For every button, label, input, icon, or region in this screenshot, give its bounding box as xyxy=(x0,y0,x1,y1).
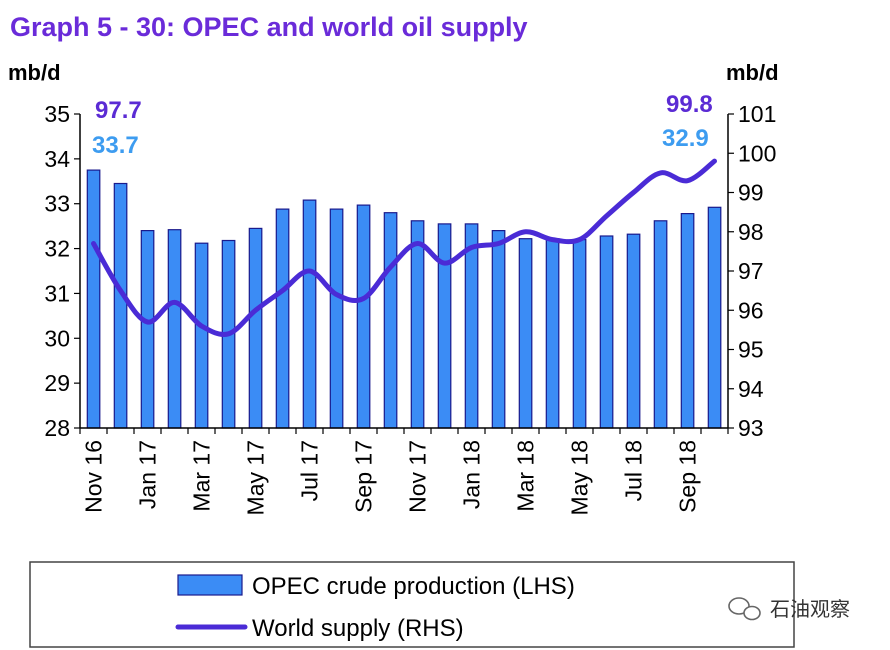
x-tick-label: Jul 17 xyxy=(297,440,323,501)
x-tick-label: Sep 17 xyxy=(351,440,377,513)
annotation-world-start: 97.7 xyxy=(95,97,142,124)
y-left-tick-label: 30 xyxy=(44,325,70,351)
opec-bar xyxy=(545,238,560,429)
y-left-tick-label: 29 xyxy=(44,370,70,396)
y-left-unit: mb/d xyxy=(8,60,61,85)
x-tick-label: Nov 16 xyxy=(81,440,107,513)
y-right-tick-label: 96 xyxy=(738,297,764,323)
opec-bar xyxy=(680,213,695,429)
opec-bar xyxy=(140,230,155,429)
opec-bar xyxy=(518,238,533,429)
legend-box xyxy=(29,561,795,648)
wechat-icon xyxy=(728,597,761,621)
legend-label-world: World supply (RHS) xyxy=(252,615,464,642)
opec-bar xyxy=(167,229,182,429)
x-ticks: Nov 16 Jan 17 Mar 17 May 17 Jul 17 Sep 17 Nov … xyxy=(79,428,729,515)
legend: OPEC crude production (LHS) World supply… xyxy=(29,561,795,648)
opec-bar xyxy=(383,212,398,429)
y-right-tick-label: 93 xyxy=(738,415,764,441)
x-tick-label: Sep 18 xyxy=(675,440,701,513)
opec-bar xyxy=(356,204,371,429)
y-right-ticks: 93 94 95 96 97 98 99 100 101 xyxy=(728,101,776,441)
y-right-tick-label: 95 xyxy=(738,337,764,363)
y-left-tick-label: 31 xyxy=(44,280,70,306)
y-left-tick-label: 33 xyxy=(44,191,70,217)
opec-bar xyxy=(302,199,317,429)
opec-bar xyxy=(572,239,587,429)
watermark-text: 石油观察 xyxy=(770,597,850,621)
y-left-tick-label: 35 xyxy=(44,101,70,127)
annotation-opec-end: 32.9 xyxy=(662,125,709,152)
y-left-ticks: 28 29 30 31 32 33 34 35 xyxy=(44,101,80,441)
opec-bar xyxy=(329,208,344,429)
opec-bar xyxy=(113,182,128,429)
opec-bar xyxy=(86,169,101,429)
world-supply-line xyxy=(91,158,717,337)
x-tick-label: Jul 18 xyxy=(621,440,647,501)
x-tick-label: May 17 xyxy=(243,440,269,515)
y-left-tick-label: 32 xyxy=(44,236,70,262)
opec-bar xyxy=(410,220,425,429)
legend-swatch-opec xyxy=(177,574,243,596)
annotation-opec-start: 33.7 xyxy=(92,132,139,159)
annotation-world-end: 99.8 xyxy=(666,91,713,118)
y-right-tick-label: 99 xyxy=(738,180,764,206)
y-right-tick-label: 94 xyxy=(738,376,764,402)
opec-bar xyxy=(275,208,290,429)
y-left-tick-label: 34 xyxy=(44,146,70,172)
x-tick-label: Mar 17 xyxy=(189,440,215,512)
y-right-tick-label: 101 xyxy=(738,101,776,127)
chart-title: Graph 5 - 30: OPEC and world oil supply xyxy=(10,12,528,42)
opec-bar xyxy=(437,223,452,429)
watermark: 石油观察 xyxy=(728,597,850,621)
y-right-tick-label: 97 xyxy=(738,258,764,284)
y-right-tick-label: 100 xyxy=(738,140,776,166)
x-tick-label: Jan 18 xyxy=(459,440,485,509)
x-tick-label: May 18 xyxy=(567,440,593,515)
opec-bar xyxy=(707,206,722,429)
opec-bar xyxy=(626,233,641,429)
x-tick-label: Jan 17 xyxy=(135,440,161,509)
legend-label-opec: OPEC crude production (LHS) xyxy=(252,573,575,600)
opec-bar xyxy=(464,223,479,429)
y-right-unit: mb/d xyxy=(726,60,779,85)
opec-bar xyxy=(194,242,209,429)
opec-bar xyxy=(653,220,668,429)
opec-bar xyxy=(599,235,614,429)
opec-bar xyxy=(491,230,506,429)
opec-bars xyxy=(86,169,722,429)
x-tick-label: Nov 17 xyxy=(405,440,431,513)
y-right-tick-label: 98 xyxy=(738,219,764,245)
opec-bar xyxy=(248,227,263,429)
y-left-tick-label: 28 xyxy=(44,415,70,441)
x-tick-label: Mar 18 xyxy=(513,440,539,512)
